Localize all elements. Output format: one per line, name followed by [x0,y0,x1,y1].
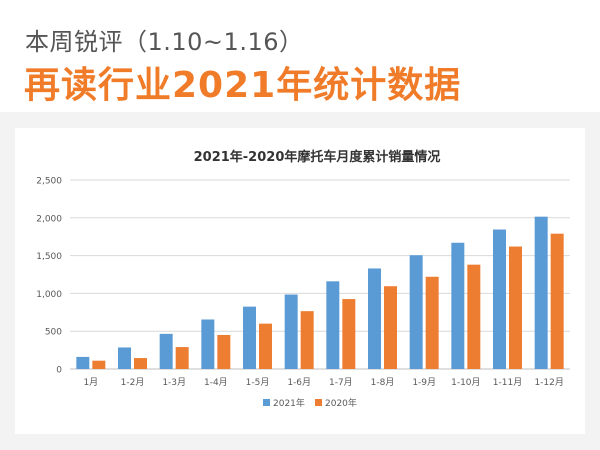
bar-series1 [76,356,90,369]
bar-series1 [201,319,215,369]
bar-series2 [92,360,106,369]
bar-series2 [300,311,314,369]
gridlines [70,179,570,370]
legend-swatch [315,399,322,406]
x-tick-label: 1月 [83,377,98,388]
y-tick-label: 500 [45,328,62,338]
bar-series1 [368,268,381,369]
bar-series2 [259,323,272,369]
x-tick-label: 1-12月 [534,377,563,388]
y-tick-label: 2,500 [36,177,62,187]
bar-series2 [175,347,189,369]
y-tick-label: 0 [56,366,62,376]
bar-series1 [451,242,465,369]
bar-series2 [425,276,439,369]
x-tick-label: 1-2月 [121,377,145,388]
bar-series2 [134,358,147,369]
bar-series1 [159,333,173,369]
bar-series2 [384,286,397,369]
legend-swatch [263,399,270,406]
x-tick-label: 1-10月 [451,377,480,388]
chart-title: 2021年-2020年摩托车月度累计销量情况 [194,149,441,165]
bar-series1 [409,255,423,369]
y-tick-label: 2,000 [36,214,62,224]
legend: 2021年 2020年 [263,397,357,409]
bar-series1 [243,306,256,369]
header: 本周锐评（1.10~1.16） 再读行业2021年统计数据 [0,0,600,112]
x-tick-label: 1-11月 [493,377,522,388]
bar-series1 [118,347,131,369]
x-axis-ticks: 1月 1-2月 1-3月 1-4月 1-5月 1-6月 1-7月 1-8月 1-9月 1-10月 1… [83,377,563,388]
bar-series1 [493,229,506,369]
bar-series1 [326,281,340,369]
x-tick-label: 1-8月 [371,377,395,388]
x-tick-label: 1-7月 [329,377,353,388]
x-tick-label: 1-9月 [412,377,436,388]
y-tick-label: 1,500 [36,252,62,262]
bar-series1 [534,216,548,369]
legend-label: 2020年 [325,397,357,409]
bar-series2 [217,334,231,369]
bars [76,216,564,369]
y-axis-ticks: 0 500 1,000 1,500 2,000 2,500 [36,177,62,376]
bar-series2 [509,246,522,369]
bar-series2 [342,299,356,369]
bar-chart: 2021年-2020年摩托车月度累计销量情况 0 500 1,000 1,500 2,0… [36,149,570,409]
x-tick-label: 1-5月 [246,377,270,388]
bar-series1 [284,294,298,369]
x-tick-label: 1-6月 [287,377,311,388]
header-subtitle: 本周锐评（1.10~1.16） [25,28,304,56]
header-title: 再读行业2021年统计数据 [24,65,462,106]
bar-series2 [550,233,564,369]
bar-series2 [467,264,481,369]
x-tick-label: 1-4月 [204,377,228,388]
y-tick-label: 1,000 [36,290,62,300]
legend-label: 2021年 [273,397,305,409]
chart-panel: 2021年-2020年摩托车月度累计销量情况 0 500 1,000 1,500 2,0… [15,128,585,434]
x-tick-label: 1-3月 [162,377,186,388]
